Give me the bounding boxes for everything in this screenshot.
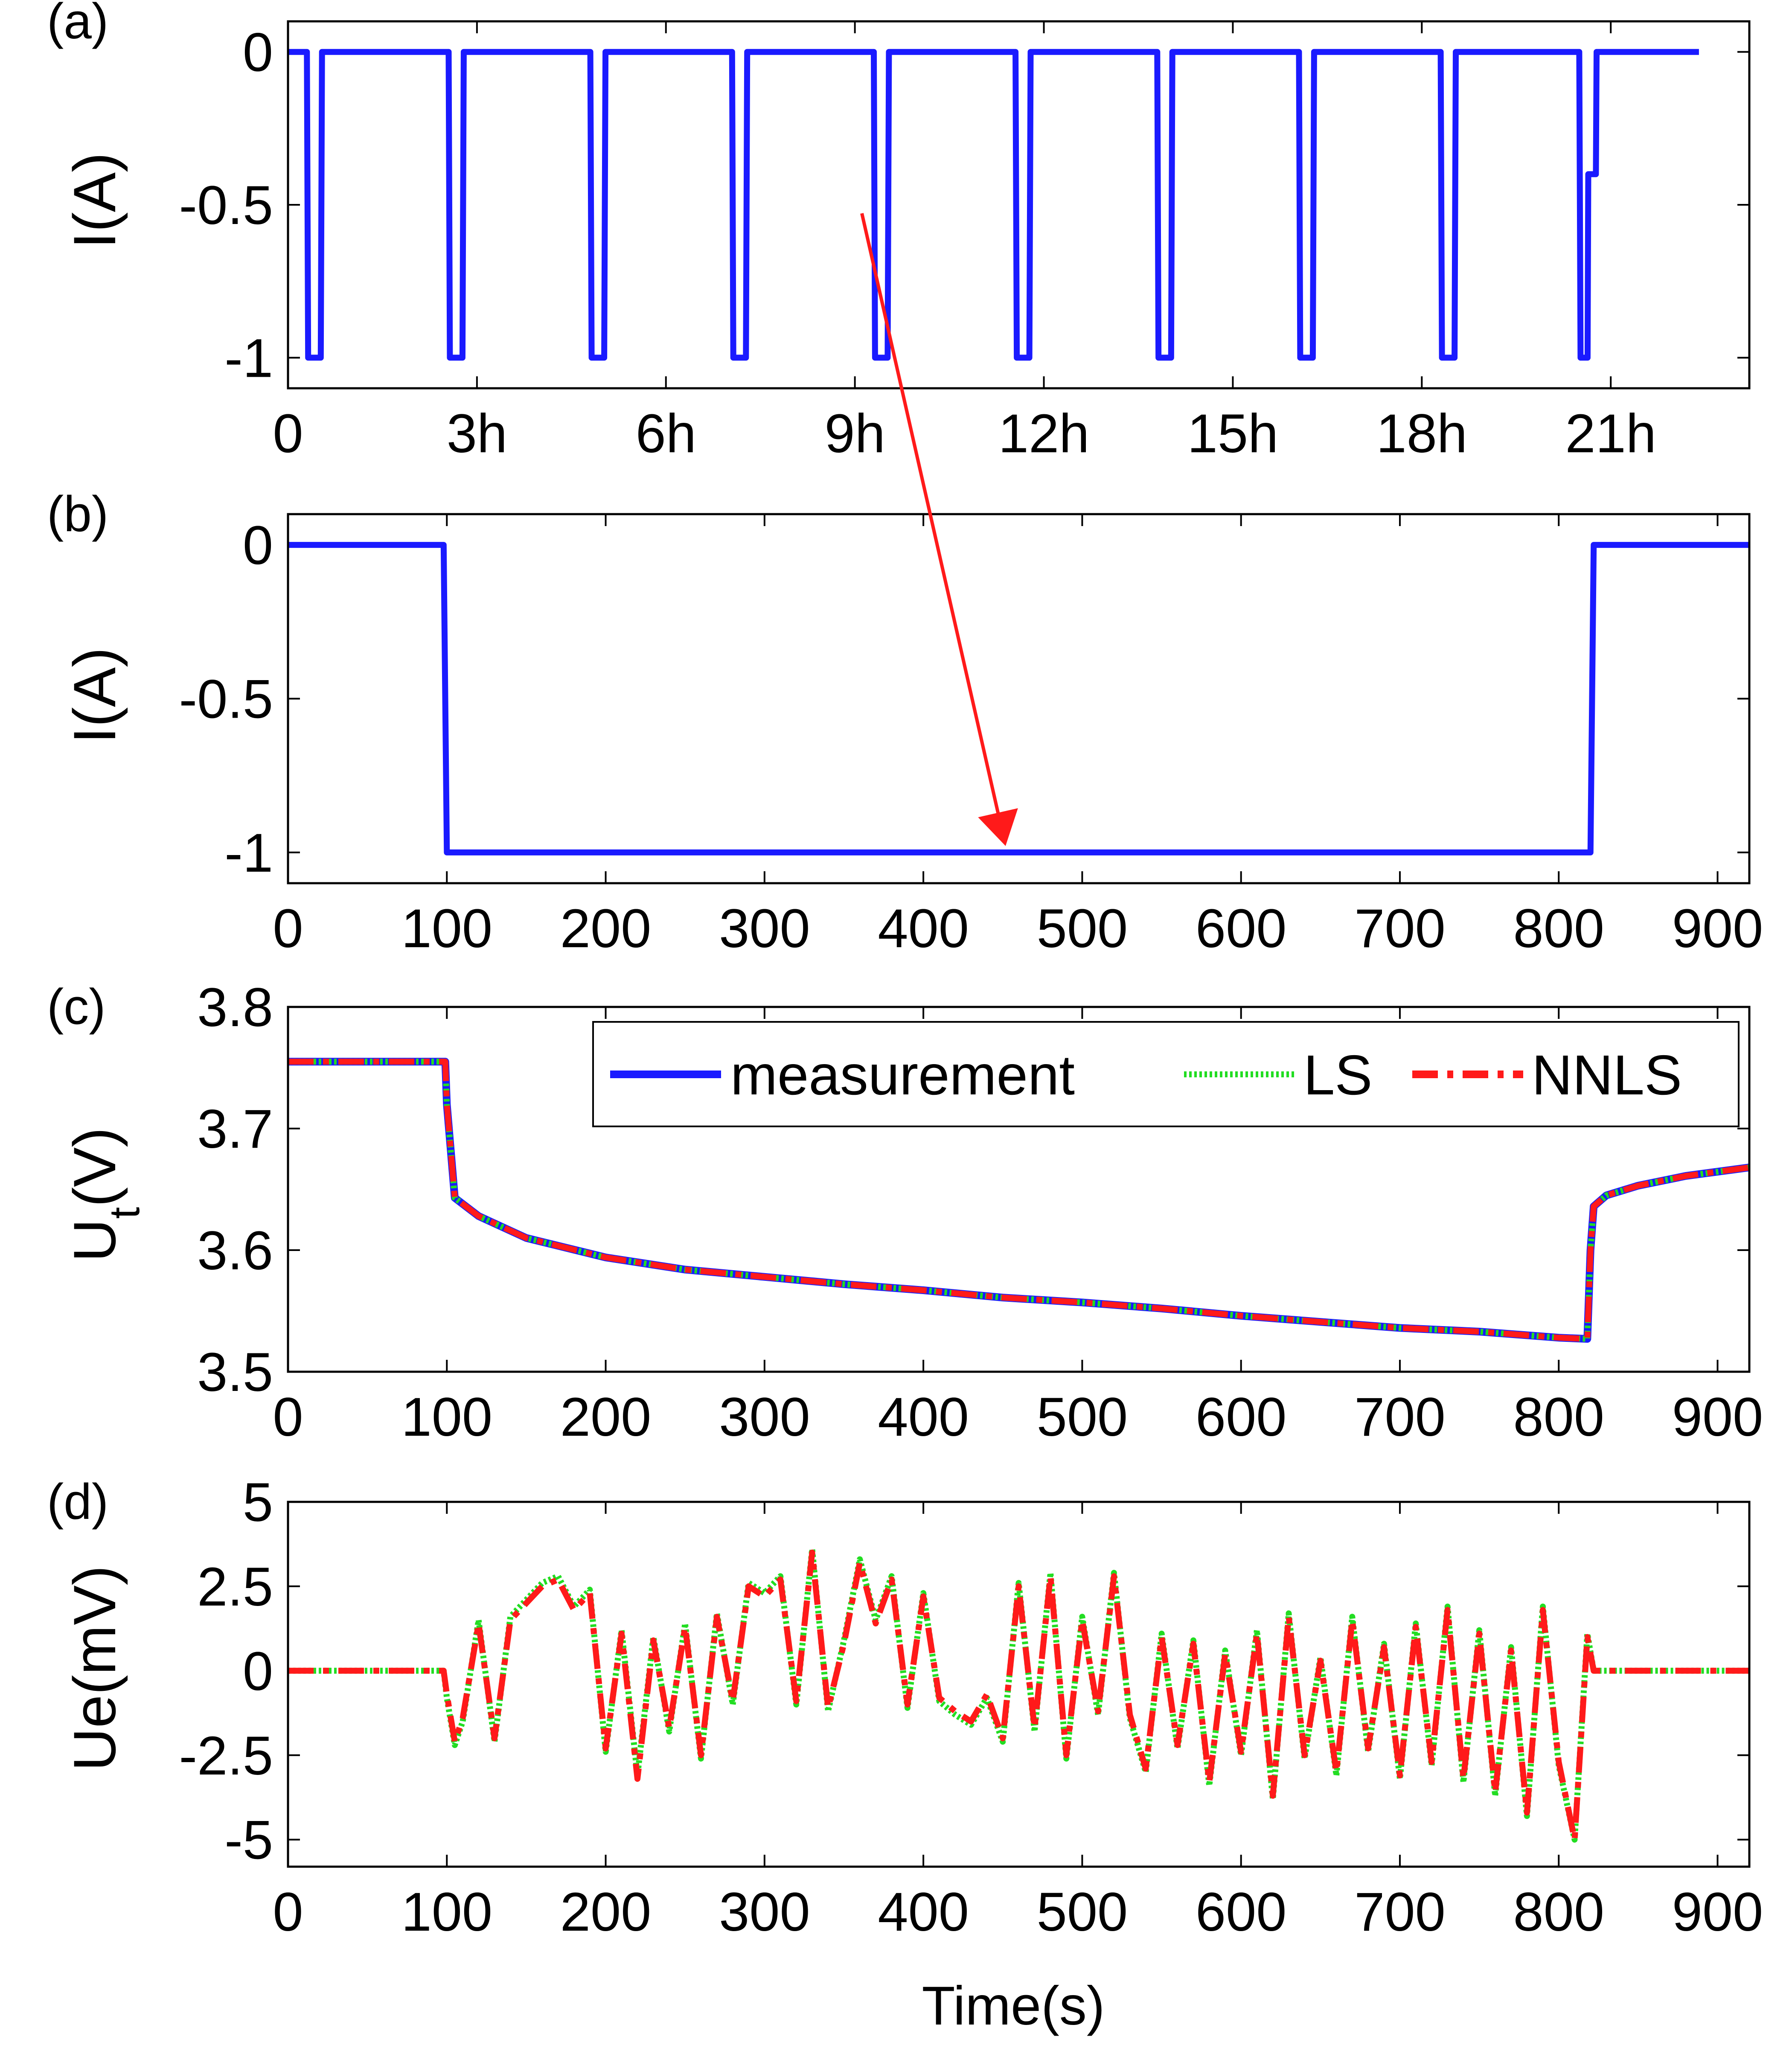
x-tick-label-d-9: 900: [1672, 1882, 1763, 1943]
x-tick-label-b-7: 700: [1354, 898, 1446, 959]
x-tick-label-c-6: 600: [1196, 1387, 1287, 1448]
panel-a: (a) I(A) 0 3h 6h 9h 12h 15h 18h 21h 0 -0.5 -1: [47, 0, 1751, 464]
y-axis-label-a: I(A): [61, 152, 128, 249]
x-tick-label-d-1: 100: [401, 1882, 493, 1943]
panel-c: (c) Ut(V) 0 100 200 300 400 500 600 700 800 900 3.…: [47, 977, 1763, 1448]
x-tick-label-c-1: 100: [401, 1387, 493, 1448]
x-tick-label-c-9: 900: [1672, 1387, 1763, 1448]
y-tick-label-b-1: -0.5: [179, 669, 273, 730]
y-tick-label-c-3: 3.5: [197, 1342, 273, 1403]
x-tick-label-c-8: 800: [1513, 1387, 1604, 1448]
x-tick-label-b-0: 0: [273, 898, 303, 959]
panel-label-c: (c): [47, 979, 106, 1035]
x-tick-label-a-2: 6h: [636, 403, 696, 464]
y-tick-label-c-2: 3.6: [197, 1220, 273, 1281]
x-tick-label-d-3: 300: [719, 1882, 810, 1943]
series-line-c-nnls: [288, 1059, 1750, 1342]
x-tick-label-a-3: 9h: [824, 403, 885, 464]
y-tick-label-b-2: -1: [224, 823, 273, 884]
x-tick-label-a-0: 0: [273, 403, 303, 464]
zoom-arrow: [860, 213, 1018, 846]
x-tick-label-d-0: 0: [273, 1882, 303, 1943]
x-tick-label-d-2: 200: [560, 1882, 652, 1943]
x-tick-label-a-4: 12h: [998, 403, 1090, 464]
x-tick-label-c-2: 200: [560, 1387, 652, 1448]
x-tick-label-d-7: 700: [1354, 1882, 1446, 1943]
x-tick-label-c-4: 400: [878, 1387, 969, 1448]
y-tick-label-d-3: -2.5: [179, 1725, 273, 1786]
y-tick-label-b-0: 0: [243, 515, 273, 576]
x-tick-label-d-8: 800: [1513, 1882, 1604, 1943]
legend-label-ls: LS: [1303, 1044, 1372, 1106]
legend-label-nnls: NNLS: [1532, 1044, 1682, 1106]
x-tick-label-c-0: 0: [273, 1387, 303, 1448]
x-tick-label-b-6: 600: [1196, 898, 1287, 959]
plot-area-d: 0 100 200 300 400 500 600 700 800 900 5 2.5 0 -2.5 -5: [179, 1472, 1763, 1943]
x-tick-label-a-5: 15h: [1187, 403, 1279, 464]
x-tick-label-c-7: 700: [1354, 1387, 1446, 1448]
panel-d: (d) Ue(mV) 0 100 200 300 400 500 600 700 800 900 5…: [47, 1472, 1763, 1943]
plot-area-b: 0 100 200 300 400 500 600 700 800 900 0 -0.5 -1: [179, 513, 1763, 959]
y-axis-label-c-main: U: [61, 1219, 128, 1262]
series-line-d-nnls: [288, 1549, 1749, 1843]
x-tick-label-b-4: 400: [878, 898, 969, 959]
x-tick-label-c-5: 500: [1037, 1387, 1128, 1448]
y-axis-label-b: I(A): [61, 647, 128, 744]
y-axis-label-c-tail: (V): [61, 1127, 128, 1207]
x-tick-label-d-6: 600: [1196, 1882, 1287, 1943]
y-axis-label-c-sub: t: [101, 1207, 148, 1219]
plot-area-c: 0 100 200 300 400 500 600 700 800 900 3.8 3.7 3.6 3.5: [197, 977, 1763, 1448]
x-axis-label: Time(s): [922, 1975, 1105, 2036]
panel-label-b: (b): [47, 486, 108, 542]
y-tick-label-c-1: 3.7: [197, 1099, 273, 1160]
panel-label-a: (a): [47, 0, 108, 49]
x-tick-label-b-8: 800: [1513, 898, 1604, 959]
x-tick-label-c-3: 300: [719, 1387, 810, 1448]
y-tick-label-d-2: 0: [243, 1641, 273, 1702]
x-tick-label-a-7: 21h: [1565, 403, 1656, 464]
x-tick-label-b-1: 100: [401, 898, 493, 959]
x-tick-label-d-4: 400: [878, 1882, 969, 1943]
plot-area-a: 0 3h 6h 9h 12h 15h 18h 21h 0 -0.5 -1: [179, 20, 1751, 464]
axes-frame-b: [287, 513, 1751, 884]
y-tick-label-d-4: -5: [224, 1810, 273, 1871]
x-tick-label-a-1: 3h: [447, 403, 507, 464]
y-tick-label-a-1: -0.5: [179, 175, 273, 236]
legend-label-measurement: measurement: [730, 1044, 1075, 1106]
x-tick-label-b-2: 200: [560, 898, 652, 959]
y-tick-label-a-2: -1: [224, 328, 273, 389]
axes-frame-d: [287, 1501, 1751, 1868]
legend: measurement LS NNLS: [592, 1021, 1740, 1127]
x-tick-label-d-5: 500: [1037, 1882, 1128, 1943]
axes-frame-c: [287, 1006, 1751, 1373]
y-tick-label-d-1: 2.5: [197, 1556, 273, 1617]
axes-frame-a: [287, 20, 1751, 390]
y-tick-label-d-0: 5: [243, 1472, 273, 1533]
y-axis-label-d: Ue(mV): [61, 1565, 128, 1771]
x-tick-label-b-5: 500: [1037, 898, 1128, 959]
y-tick-label-a-0: 0: [243, 22, 273, 83]
series-line-a-current: [288, 49, 1699, 361]
x-tick-label-a-6: 18h: [1376, 403, 1468, 464]
series-line-b-current: [288, 542, 1749, 855]
x-tick-label-b-9: 900: [1672, 898, 1763, 959]
panel-b: (b) I(A) 0 100 200 300 400 500 600 700 800 900 0 -0…: [47, 486, 1763, 959]
y-axis-label-c: Ut(V): [61, 1127, 148, 1262]
x-tick-label-b-3: 300: [719, 898, 810, 959]
legend-box: [592, 1021, 1740, 1127]
y-tick-label-c-0: 3.8: [197, 977, 273, 1038]
panel-label-d: (d): [47, 1474, 108, 1530]
